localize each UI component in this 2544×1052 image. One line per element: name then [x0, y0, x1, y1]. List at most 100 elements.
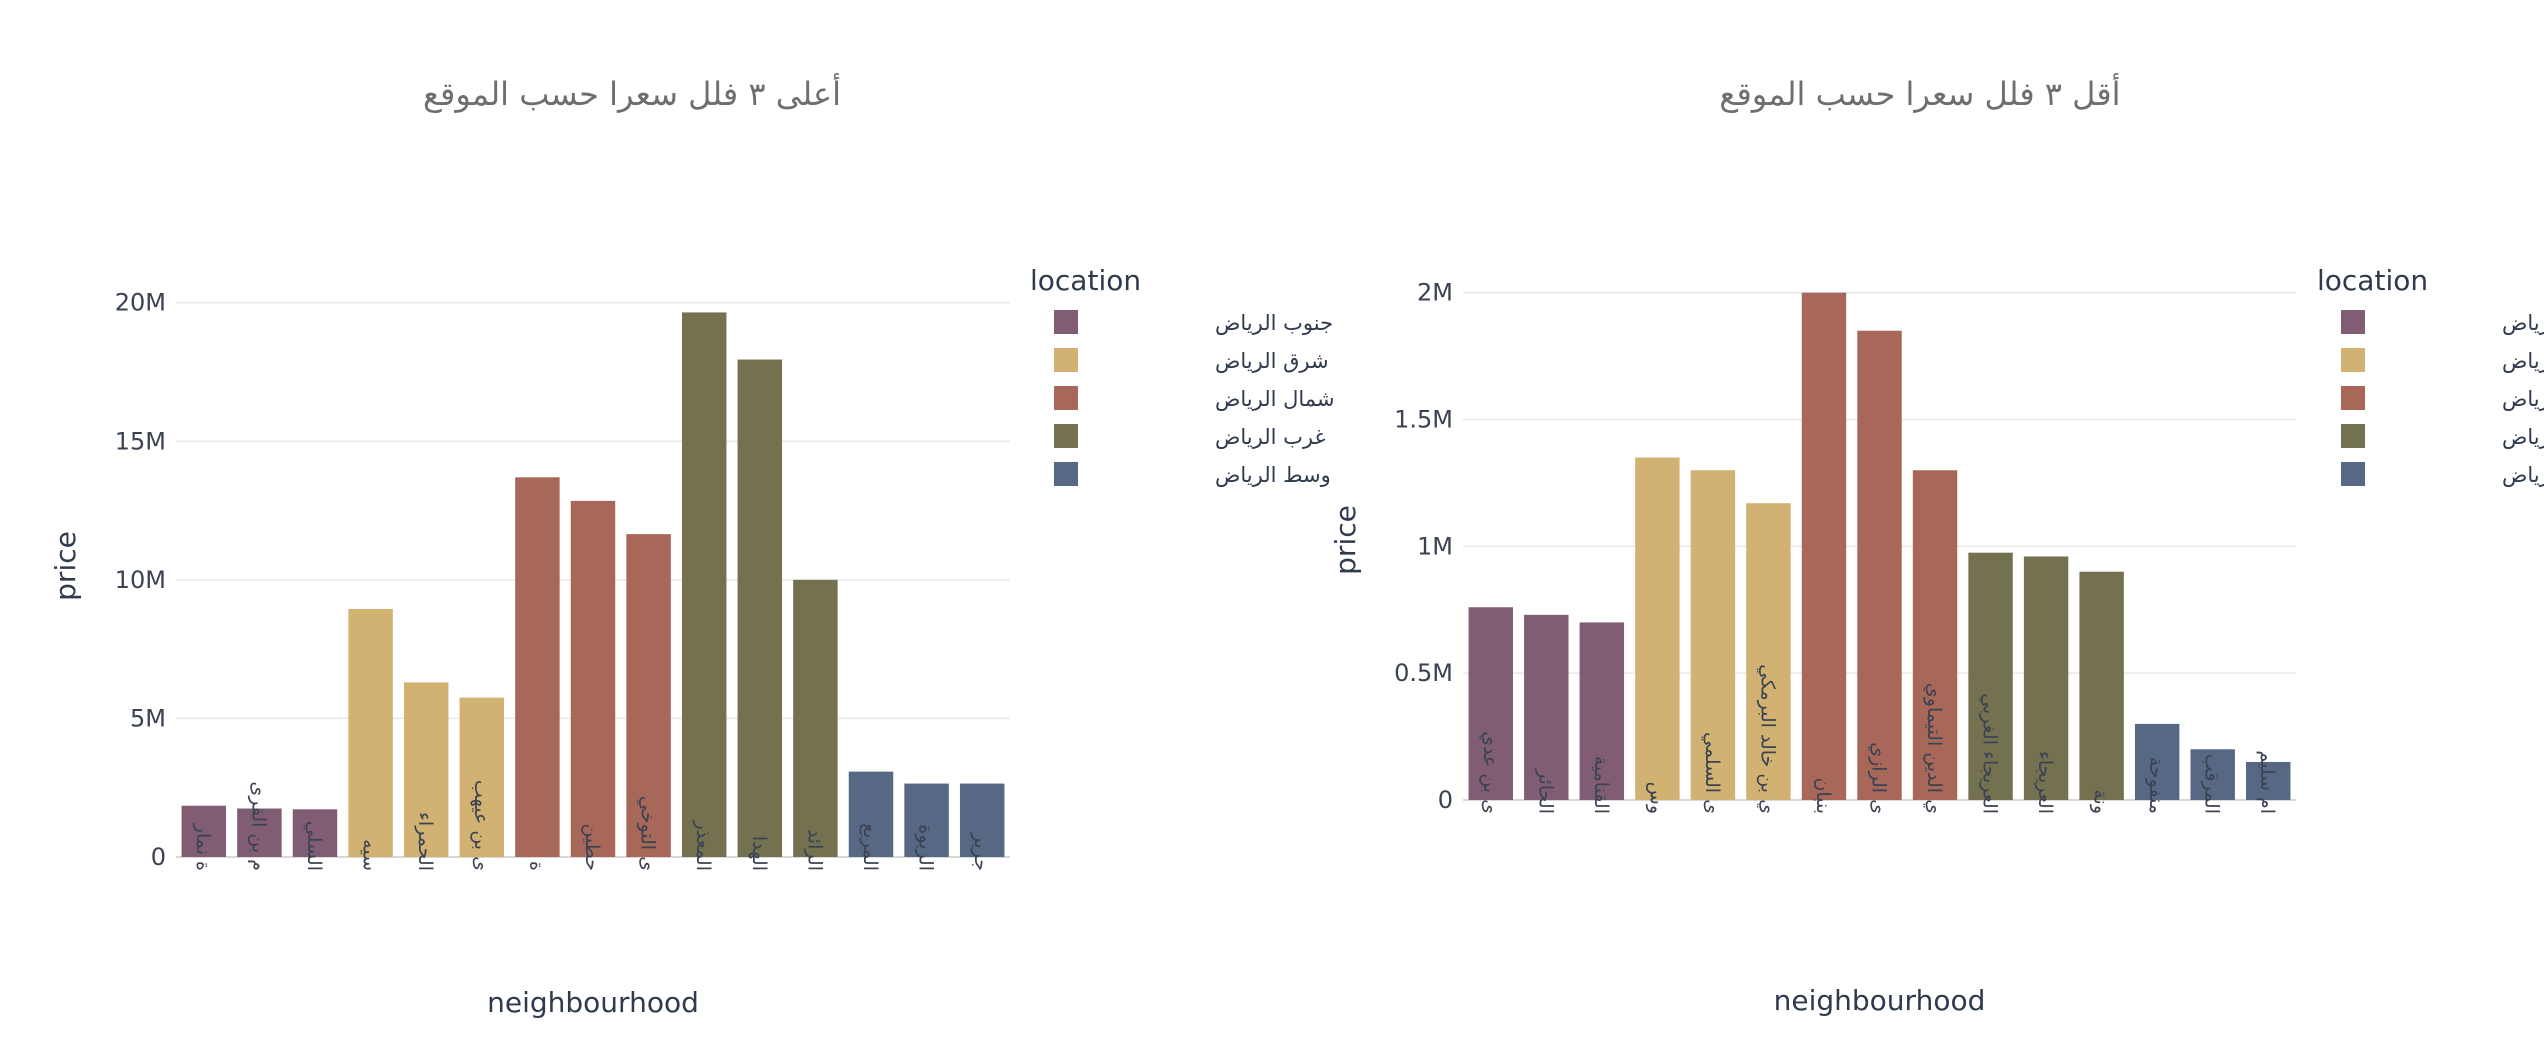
x-tick-label: ة: [525, 861, 547, 871]
y-tick-label: 0.5M: [1394, 659, 1453, 687]
y-tick-label: 2M: [1417, 279, 1453, 307]
legend-swatch: [1054, 310, 1078, 334]
bar: [1857, 330, 1902, 800]
x-tick-label: العريجاء: [2034, 751, 2056, 814]
x-tick-label: القنامية: [1590, 756, 1612, 814]
x-axis-label: neighbourhood: [1774, 984, 1986, 1017]
bar: [237, 808, 282, 857]
x-tick-label: ام سليم: [2256, 750, 2278, 814]
x-tick-label: م بن القرى: [247, 781, 269, 871]
legend-label: شرق الرياض: [2502, 349, 2544, 373]
x-tick-label: الرائد: [803, 829, 825, 871]
bar: [1968, 552, 2013, 800]
legend-label: وسط الرياض: [1215, 463, 1331, 487]
bar: [2134, 723, 2180, 800]
legend-swatch: [1054, 386, 1078, 410]
bar: [2079, 571, 2124, 800]
legend-label: جنوب الرياض: [1215, 311, 1333, 335]
legend-label: غرب الرياض: [1215, 425, 1325, 449]
legend-title: location: [1030, 264, 1141, 297]
x-tick-label: ي بن خالد البرمكي: [1756, 664, 1778, 814]
legend-swatch: [1054, 462, 1078, 486]
bar: [181, 805, 227, 857]
bar: [1579, 622, 1625, 800]
x-tick-label: الربوة: [915, 824, 937, 871]
x-tick-label: جرير: [970, 832, 992, 871]
y-tick-label: 15M: [115, 427, 166, 455]
x-tick-label: ى الرازي: [1868, 742, 1890, 814]
x-tick-label: ونة: [2090, 789, 2112, 814]
bar: [1690, 470, 1736, 800]
legend-swatch: [2341, 462, 2365, 486]
y-tick-label: 1.5M: [1394, 406, 1453, 434]
y-axis-label: price: [49, 531, 82, 601]
bar: [570, 500, 616, 857]
y-tick-label: 5M: [130, 704, 166, 732]
bar: [1912, 470, 1958, 800]
x-tick-label: ى التوخي: [637, 796, 659, 871]
chart-top-priced: أعلى ٣ فلل سعرا حسب الموقع 0 5M 10M 15M 20M ة …: [49, 73, 1335, 1019]
bar: [848, 771, 894, 857]
legend-label: شمال الرياض: [2502, 387, 2544, 411]
bar: [1746, 503, 1791, 800]
legend-swatch: [1054, 424, 1078, 448]
y-tick-label: 0: [151, 843, 166, 871]
bar: [793, 579, 838, 857]
x-tick-label: العريجاء الغربي: [1979, 693, 2001, 814]
x-tick-label: ى بن عدي: [1479, 731, 1501, 814]
bar: [292, 809, 338, 857]
bar: [959, 783, 1005, 857]
legend-label: شرق الرياض: [1215, 349, 1329, 373]
bar: [403, 682, 449, 857]
x-tick-label: ى السلمي: [1701, 732, 1723, 814]
legend: location جنوب الرياض شرق الرياض شمال الرياض…: [2317, 264, 2544, 487]
bar: [626, 534, 671, 857]
x-tick-label: المعذر: [692, 820, 714, 871]
legend-swatch: [2341, 386, 2365, 410]
bar: [515, 477, 560, 857]
bar: [1801, 292, 1847, 800]
y-axis-label: price: [1329, 505, 1362, 575]
legend-title: location: [2317, 264, 2428, 297]
x-tick-label: الحمراء: [414, 812, 436, 871]
x-tick-label: بنبان: [1812, 778, 1834, 815]
x-axis-label: neighbourhood: [487, 986, 699, 1019]
y-tick-label: 10M: [115, 566, 166, 594]
bar: [459, 697, 505, 857]
x-tick-label: الهدا: [748, 836, 770, 871]
x-tick-label: الحائر: [1534, 768, 1556, 814]
legend-label: شمال الرياض: [1215, 387, 1335, 411]
chart-lowest-priced: أقل ٣ فلل سعرا حسب الموقع 0 0.5M 1M 1.5M 2M ى …: [1329, 73, 2544, 1017]
y-tick-label: 20M: [115, 289, 166, 317]
legend-label: جنوب الرياض: [2502, 311, 2544, 335]
y-tick-label: 1M: [1417, 532, 1453, 560]
bar: [1468, 607, 1513, 800]
bar: [2190, 749, 2235, 800]
bar: [2023, 556, 2069, 800]
bar: [737, 359, 783, 857]
bar: [1524, 614, 1569, 800]
x-tick-label: حطين: [581, 823, 603, 871]
x-tick-label: ي الدين التيماوي: [1923, 683, 1945, 814]
legend-swatch: [2341, 310, 2365, 334]
legend-swatch: [1054, 348, 1078, 372]
legend-label: وسط الرياض: [2502, 463, 2544, 487]
legend: location جنوب الرياض شرق الرياض شمال الرياض…: [1030, 264, 1335, 487]
x-tick-label: المربع: [859, 823, 881, 871]
x-tick-label: وس: [1645, 782, 1667, 814]
bar: [681, 312, 727, 857]
x-tick-label: ة نمار: [192, 823, 214, 871]
chart-title: أقل ٣ فلل سعرا حسب الموقع: [1719, 73, 2120, 113]
x-tick-label: المرقب: [2201, 754, 2223, 814]
bar: [348, 608, 393, 857]
bar: [1635, 457, 1680, 800]
x-tick-label: السلي: [303, 821, 325, 871]
legend-swatch: [2341, 424, 2365, 448]
bar: [904, 783, 949, 857]
x-tick-label: ى بن عيهب: [470, 780, 492, 871]
x-tick-label: سيه: [359, 839, 381, 871]
x-tick-label: منفوحة: [2145, 757, 2167, 814]
bar: [2246, 761, 2291, 800]
y-tick-label: 0: [1438, 786, 1453, 814]
